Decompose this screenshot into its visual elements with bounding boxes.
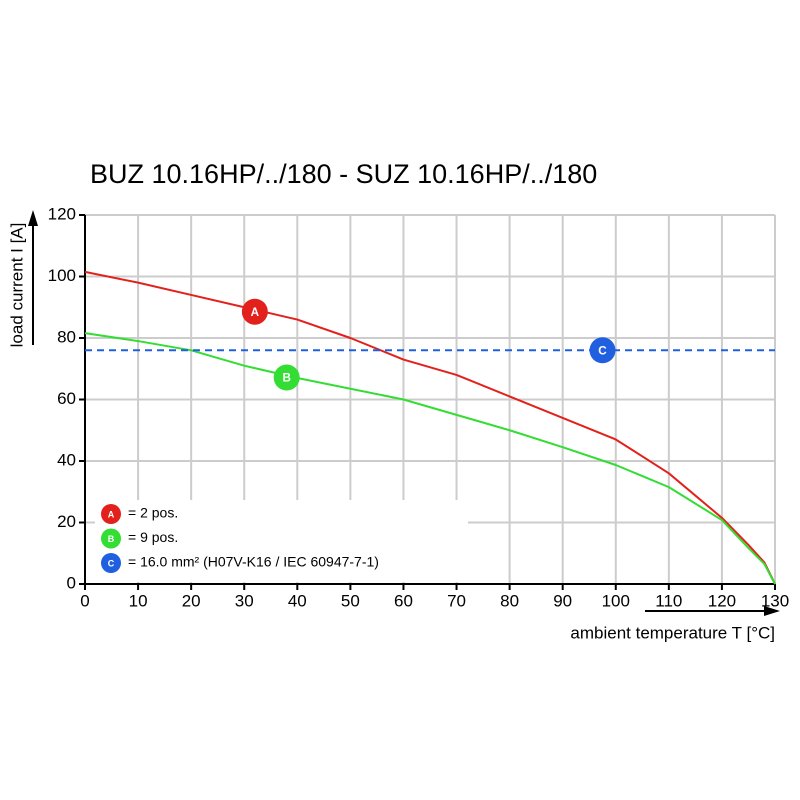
marker-badge xyxy=(273,364,300,391)
x-tick-label: 30 xyxy=(235,591,254,610)
marker-badge xyxy=(101,528,121,549)
x-tick-label: 120 xyxy=(708,591,736,610)
marker-letter: A xyxy=(108,509,115,519)
marker-letter: B xyxy=(108,534,115,544)
y-tick-label: 20 xyxy=(57,512,76,531)
y-tick-label: 120 xyxy=(48,204,76,223)
y-tick-label: 100 xyxy=(48,266,76,285)
x-tick-label: 90 xyxy=(553,591,572,610)
x-tick-label: 70 xyxy=(447,591,466,610)
marker-badge xyxy=(241,298,268,325)
x-axis-label: ambient temperature T [°C] xyxy=(570,623,775,642)
legend-label: = 9 pos. xyxy=(128,529,178,545)
x-arrow-head xyxy=(764,606,780,616)
y-tick-label: 80 xyxy=(57,327,76,346)
marker-letter: A xyxy=(251,306,260,319)
chart-title: BUZ 10.16HP/../180 - SUZ 10.16HP/../180 xyxy=(90,159,597,189)
legend-label: = 16.0 mm² (H07V-K16 / IEC 60947-7-1) xyxy=(128,554,379,570)
x-tick-label: 40 xyxy=(288,591,307,610)
series-line xyxy=(84,270,776,585)
x-tick-label: 20 xyxy=(182,591,201,610)
legend-label: = 2 pos. xyxy=(128,505,178,521)
y-arrow-head xyxy=(28,210,38,226)
x-tick-label: 50 xyxy=(341,591,360,610)
marker-badge xyxy=(589,337,616,364)
marker-badge xyxy=(101,504,121,524)
x-tick-label: 10 xyxy=(129,591,148,610)
marker-letter: B xyxy=(282,372,290,385)
marker-letter: C xyxy=(108,558,115,568)
marker-letter: C xyxy=(598,344,607,357)
y-tick-label: 0 xyxy=(67,573,76,592)
series-line xyxy=(84,332,776,585)
x-tick-label: 130 xyxy=(761,591,789,610)
x-tick-label: 80 xyxy=(500,591,519,610)
marker-badge xyxy=(101,553,121,573)
y-tick-label: 60 xyxy=(57,389,76,408)
x-tick-label: 110 xyxy=(655,591,682,610)
y-axis-label: load current I [A] xyxy=(7,223,26,348)
y-tick-label: 40 xyxy=(57,450,76,469)
x-tick-label: 0 xyxy=(80,591,89,610)
x-tick-label: 100 xyxy=(602,591,630,610)
x-tick-label: 60 xyxy=(394,591,413,610)
legend-box xyxy=(95,500,468,582)
